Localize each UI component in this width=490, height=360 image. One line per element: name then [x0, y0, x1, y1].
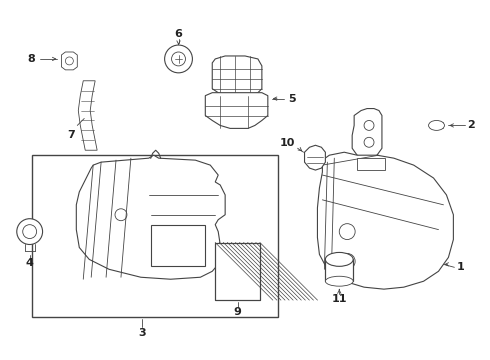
- Text: 5: 5: [288, 94, 295, 104]
- Ellipse shape: [429, 121, 444, 130]
- Bar: [215, 243, 260, 300]
- Circle shape: [17, 219, 43, 244]
- Text: 11: 11: [332, 294, 347, 304]
- Bar: [215, 243, 260, 300]
- Text: 8: 8: [28, 54, 36, 64]
- Polygon shape: [76, 155, 225, 279]
- Polygon shape: [78, 81, 97, 150]
- Polygon shape: [205, 93, 268, 129]
- Polygon shape: [305, 145, 325, 170]
- Circle shape: [172, 52, 185, 66]
- Polygon shape: [212, 56, 262, 96]
- Ellipse shape: [325, 276, 353, 286]
- Bar: [151, 225, 205, 266]
- Polygon shape: [352, 109, 382, 158]
- Text: 3: 3: [139, 328, 146, 338]
- Text: 2: 2: [467, 121, 475, 130]
- Bar: [325, 260, 353, 281]
- Text: 9: 9: [234, 307, 242, 317]
- Circle shape: [165, 45, 193, 73]
- Bar: [357, 158, 385, 170]
- Text: 6: 6: [174, 29, 182, 39]
- Bar: [32, 155, 278, 317]
- Circle shape: [23, 225, 37, 239]
- Polygon shape: [61, 52, 77, 70]
- Text: 1: 1: [457, 262, 464, 272]
- Polygon shape: [318, 152, 453, 289]
- Ellipse shape: [325, 252, 353, 266]
- Text: 10: 10: [280, 138, 295, 148]
- Text: 4: 4: [26, 258, 34, 268]
- Text: 7: 7: [68, 130, 75, 140]
